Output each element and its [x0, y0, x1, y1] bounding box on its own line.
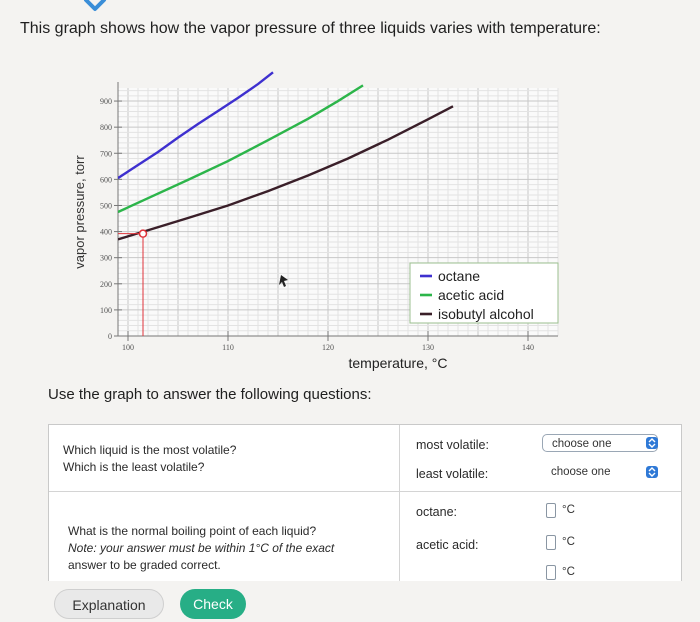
- octane-boiling-label: octane:: [416, 505, 458, 519]
- x-tick-label: 120: [322, 343, 334, 352]
- y-tick-label: 800: [100, 123, 112, 132]
- y-tick-label: 600: [100, 175, 112, 184]
- octane-boiling-input[interactable]: [546, 503, 556, 518]
- cursor-icon: [279, 275, 288, 287]
- unit-label: °C: [562, 504, 575, 516]
- y-tick-label: 400: [100, 228, 112, 237]
- chevron-down-icon[interactable]: [78, 0, 112, 20]
- series-line-1: [118, 84, 364, 214]
- acetic-acid-boiling-input[interactable]: [546, 535, 556, 550]
- series-line-0: [118, 71, 274, 180]
- legend-label: isobutyl alcohol: [438, 306, 534, 322]
- up-down-arrows-icon[interactable]: [646, 466, 658, 478]
- marker-point: [138, 229, 148, 238]
- legend-label: octane: [438, 268, 480, 284]
- up-down-arrows-icon[interactable]: [646, 437, 658, 449]
- least-volatile-select[interactable]: choose one: [542, 463, 658, 481]
- y-tick-label: 100: [100, 306, 112, 315]
- least-volatile-label: least volatile:: [416, 467, 489, 481]
- isobutyl-alcohol-boiling-input[interactable]: [546, 565, 556, 580]
- unit-label: °C: [562, 566, 575, 578]
- legend-box: [409, 262, 559, 324]
- y-tick-label: 0: [108, 332, 112, 341]
- most-volatile-select[interactable]: choose one: [542, 434, 658, 452]
- table-column-divider: [399, 425, 400, 581]
- x-tick-label: 140: [522, 343, 534, 352]
- explanation-button[interactable]: Explanation: [54, 589, 164, 619]
- select-value: choose one: [551, 466, 611, 478]
- series-line-2: [118, 105, 454, 241]
- most-volatile-label: most volatile:: [416, 438, 489, 452]
- x-axis-title: temperature, °C: [349, 355, 448, 371]
- y-tick-label: 300: [100, 254, 112, 263]
- x-tick-label: 130: [422, 343, 434, 352]
- table-divider: [49, 491, 681, 492]
- select-value: choose one: [552, 438, 612, 450]
- instructions-text: Use the graph to answer the following qu…: [48, 386, 372, 403]
- x-tick-label: 100: [122, 343, 134, 352]
- y-tick-label: 700: [100, 149, 112, 158]
- question-prompt: This graph shows how the vapor pressure …: [20, 20, 601, 37]
- question-2-text: What is the normal boiling point of each…: [68, 524, 335, 572]
- questions-table: Which liquid is the most volatile? Which…: [48, 424, 682, 581]
- check-button[interactable]: Check: [180, 589, 246, 619]
- question-1-text: Which liquid is the most volatile? Which…: [63, 443, 237, 474]
- y-tick-label: 500: [100, 201, 112, 210]
- legend-label: acetic acid: [438, 287, 504, 303]
- y-axis-title: vapor pressure, torr: [72, 155, 87, 269]
- y-tick-label: 200: [100, 280, 112, 289]
- y-tick-label: 900: [100, 97, 112, 106]
- x-tick-label: 110: [222, 343, 234, 352]
- unit-label: °C: [562, 536, 575, 548]
- acetic-acid-boiling-label: acetic acid:: [416, 538, 479, 552]
- vapor-pressure-chart: 0 100 200 300 400 500 600 700 800 900 100 110 120 130…: [72, 71, 559, 371]
